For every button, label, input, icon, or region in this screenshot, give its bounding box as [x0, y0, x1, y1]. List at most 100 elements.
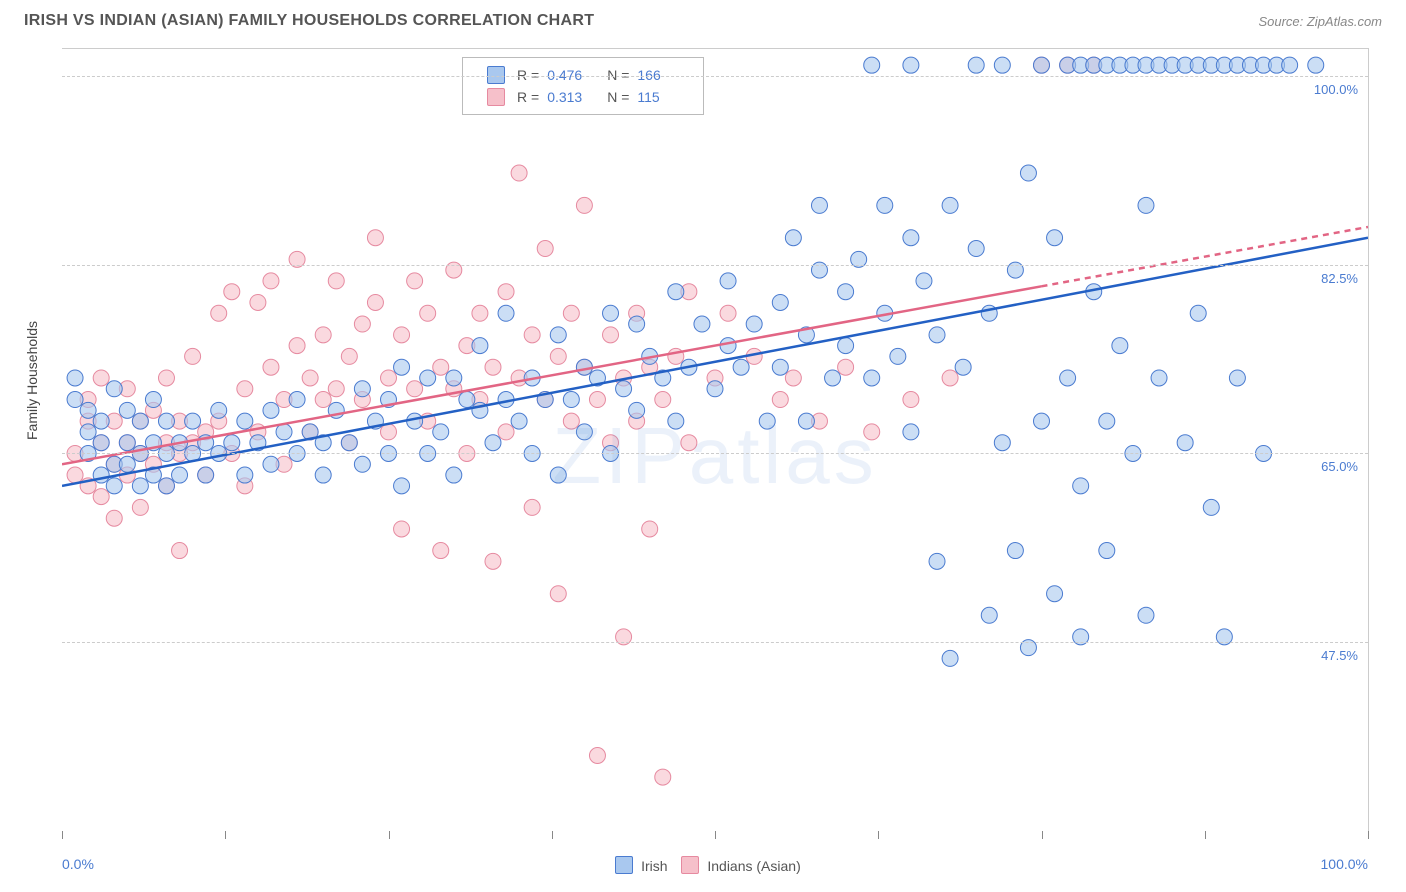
scatter-point [367, 294, 383, 310]
scatter-point [825, 370, 841, 386]
scatter-point [1151, 370, 1167, 386]
scatter-point [1190, 305, 1206, 321]
scatter-point [106, 478, 122, 494]
scatter-point [1007, 543, 1023, 559]
scatter-point [276, 424, 292, 440]
scatter-point [394, 359, 410, 375]
scatter-point [772, 392, 788, 408]
scatter-point [485, 359, 501, 375]
scatter-point [185, 413, 201, 429]
scatter-point [616, 381, 632, 397]
scatter-point [994, 57, 1010, 73]
scatter-point [1138, 607, 1154, 623]
bottom-legend: Irish Indians (Asian) [0, 856, 1406, 874]
trend-line [62, 238, 1368, 486]
scatter-point [772, 294, 788, 310]
scatter-point [694, 316, 710, 332]
scatter-point [132, 499, 148, 515]
x-tick [1205, 831, 1206, 839]
scatter-point [119, 435, 135, 451]
scatter-point [550, 586, 566, 602]
scatter-point [407, 381, 423, 397]
scatter-point [93, 413, 109, 429]
n-value-indian: 115 [637, 89, 689, 105]
scatter-point [589, 747, 605, 763]
scatter-point [106, 381, 122, 397]
scatter-point [237, 381, 253, 397]
scatter-point [524, 499, 540, 515]
scatter-point [589, 392, 605, 408]
scatter-point [132, 413, 148, 429]
scatter-point [289, 392, 305, 408]
chart-title: IRISH VS INDIAN (ASIAN) FAMILY HOUSEHOLD… [24, 12, 594, 30]
legend-label-indian: Indians (Asian) [707, 858, 800, 874]
scatter-point [302, 370, 318, 386]
scatter-point [942, 650, 958, 666]
y-axis-title: Family Households [24, 321, 40, 440]
scatter-point [811, 197, 827, 213]
scatter-point [576, 197, 592, 213]
scatter-point [1073, 478, 1089, 494]
scatter-point [328, 381, 344, 397]
scatter-point [315, 392, 331, 408]
scatter-point [354, 316, 370, 332]
scatter-point [224, 284, 240, 300]
scatter-point [655, 769, 671, 785]
y-tick-label: 65.0% [1321, 459, 1358, 474]
scatter-point [93, 489, 109, 505]
scatter-point [185, 348, 201, 364]
scatter-point [237, 413, 253, 429]
scatter-point [1282, 57, 1298, 73]
scatter-point [263, 456, 279, 472]
scatter-point [916, 273, 932, 289]
chart-source: Source: ZipAtlas.com [1258, 14, 1382, 29]
scatter-point [629, 402, 645, 418]
scatter-point [603, 327, 619, 343]
swatch-irish-icon [615, 856, 633, 874]
scatter-point [955, 359, 971, 375]
scatter-point [929, 327, 945, 343]
gridline [62, 642, 1368, 643]
scatter-point [864, 424, 880, 440]
scatter-point [1308, 57, 1324, 73]
scatter-point [341, 348, 357, 364]
scatter-point [563, 413, 579, 429]
scatter-point [511, 413, 527, 429]
scatter-point [603, 305, 619, 321]
scatter-point [563, 305, 579, 321]
scatter-point [524, 327, 540, 343]
scatter-point [433, 359, 449, 375]
scatter-point [1229, 370, 1245, 386]
y-tick-label: 100.0% [1314, 82, 1358, 97]
scatter-point [759, 413, 775, 429]
scatter-point [420, 370, 436, 386]
stat-row-indian: R = 0.313 N = 115 [477, 86, 689, 108]
scatter-point [158, 478, 174, 494]
legend-label-irish: Irish [641, 858, 667, 874]
scatter-point [720, 305, 736, 321]
scatter-point [354, 381, 370, 397]
scatter-point [420, 305, 436, 321]
scatter-point [903, 424, 919, 440]
scatter-point [472, 305, 488, 321]
scatter-point [746, 316, 762, 332]
scatter-point [655, 392, 671, 408]
scatter-point [968, 57, 984, 73]
scatter-point [80, 402, 96, 418]
plot-area: ZIPatlas R = 0.476 N = 166 R = 0.313 N =… [62, 48, 1369, 831]
x-tick [225, 831, 226, 839]
scatter-point [1099, 543, 1115, 559]
scatter-point [315, 467, 331, 483]
gridline [62, 453, 1368, 454]
scatter-point [733, 359, 749, 375]
scatter-point [550, 467, 566, 483]
scatter-point [838, 284, 854, 300]
scatter-point [877, 197, 893, 213]
scatter-point [1047, 586, 1063, 602]
scatter-point [381, 424, 397, 440]
scatter-point [407, 273, 423, 289]
scatter-point [642, 521, 658, 537]
scatter-point [864, 57, 880, 73]
scatter-point [1034, 57, 1050, 73]
swatch-indian-icon [487, 88, 505, 106]
